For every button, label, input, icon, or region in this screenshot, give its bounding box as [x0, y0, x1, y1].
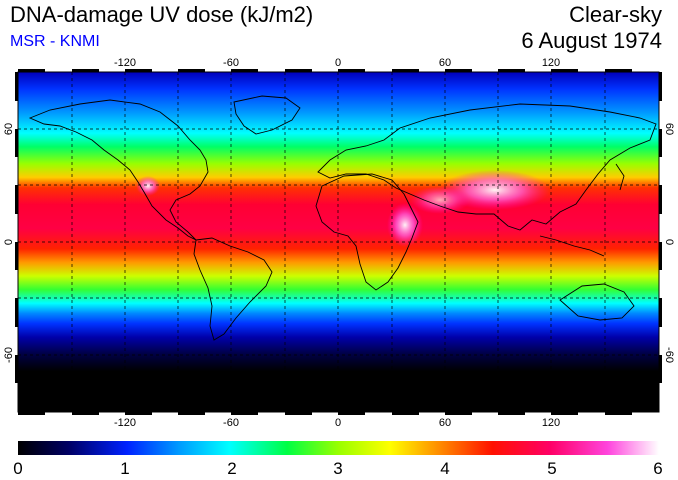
indonesia-coast [539, 235, 605, 257]
colorbar-label: 5 [547, 459, 556, 478]
latitude-labels-right: 60 0 -60 [663, 123, 675, 363]
lat-label: -60 [663, 347, 675, 363]
date-label: 6 August 1974 [521, 28, 662, 53]
greenland-coast [233, 95, 301, 135]
lat-label: -60 [3, 347, 15, 363]
longitude-labels-top: -120 -60 0 60 120 [114, 57, 560, 69]
lon-label: -120 [114, 417, 136, 429]
lat-label: 60 [663, 123, 675, 135]
map-title: DNA-damage UV dose (kJ/m2) [10, 2, 314, 27]
japan-coast [615, 163, 625, 191]
lon-label: 120 [542, 417, 560, 429]
lat-label: 0 [3, 239, 15, 245]
lon-label: 0 [335, 57, 341, 69]
map-frame [15, 69, 662, 415]
lon-label: -120 [114, 57, 136, 69]
eurasia-coast [317, 103, 657, 231]
latitude-labels-left: 60 0 -60 [3, 123, 15, 363]
lat-label: 60 [3, 123, 15, 135]
colorbar-label: 1 [120, 459, 129, 478]
coastlines [28, 95, 657, 341]
south-america-coast [193, 237, 273, 341]
australia-coast [559, 283, 635, 321]
lon-label: 60 [439, 417, 451, 429]
colorbar-label: 3 [333, 459, 342, 478]
lat-label: 0 [663, 239, 675, 245]
colorbar: 0 1 2 3 4 5 6 [13, 441, 663, 478]
colorbar-label: 4 [440, 459, 449, 478]
colorbar-ramp [18, 441, 659, 455]
lon-label: 60 [439, 57, 451, 69]
colorbar-label: 2 [227, 459, 236, 478]
africa-coast [315, 173, 419, 291]
longitude-labels-bottom: -120 -60 0 60 120 [114, 417, 560, 429]
north-america-coast [28, 99, 209, 241]
graticule [18, 72, 659, 412]
lon-label: 0 [335, 417, 341, 429]
sky-condition-label: Clear-sky [569, 2, 662, 27]
source-label: MSR - KNMI [10, 33, 100, 50]
colorbar-label: 6 [653, 459, 662, 478]
colorbar-label: 0 [13, 459, 22, 478]
lon-label: 120 [542, 57, 560, 69]
lon-label: -60 [223, 57, 239, 69]
lon-label: -60 [223, 417, 239, 429]
